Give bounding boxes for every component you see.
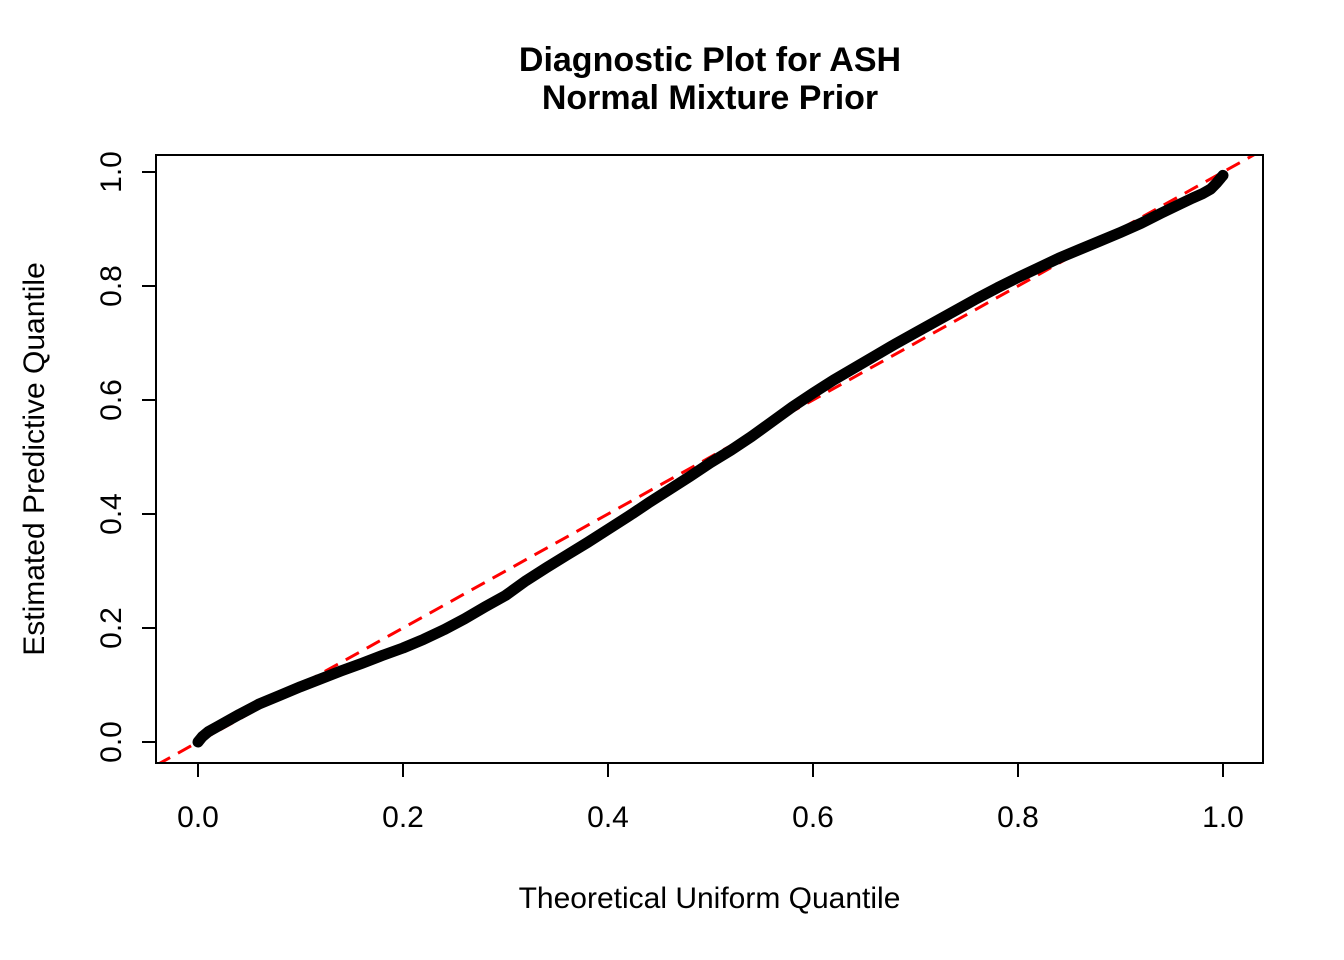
x-axis-tick-label: 0.0: [177, 801, 219, 834]
y-axis-tick-label: 1.0: [95, 151, 128, 193]
x-axis-tick-label: 0.2: [382, 801, 424, 834]
plot-title-line-1: Diagnostic Plot for ASH: [518, 41, 902, 79]
plot-box: [155, 154, 1264, 764]
x-axis-tick-label: 0.6: [792, 801, 834, 834]
y-axis-title: Estimated Predictive Quantile: [18, 262, 51, 656]
x-axis-tick-label: 1.0: [1202, 801, 1244, 834]
y-axis-tick-label: 0.6: [95, 379, 128, 421]
plot-title-line-2: Normal Mixture Prior: [541, 79, 879, 117]
x-axis-title: Theoretical Uniform Quantile: [518, 882, 901, 915]
x-axis-tick-label: 0.8: [997, 801, 1039, 834]
y-axis-tick-label: 0.0: [95, 721, 128, 763]
y-axis-ticks: 0.0 0.2 0.4 0.6 0.8 1.0: [95, 151, 156, 763]
y-axis-tick-label: 0.2: [95, 607, 128, 649]
y-axis-tick-label: 0.8: [95, 265, 128, 307]
x-axis-tick-label: 0.4: [587, 801, 629, 834]
y-axis-tick-label: 0.4: [95, 493, 128, 535]
plot-title: Diagnostic Plot for ASH Normal Mixture P…: [0, 41, 1344, 117]
qq-curve: [192, 169, 1229, 748]
x-axis-ticks: 0.0 0.2 0.4 0.6 0.8 1.0: [177, 763, 1244, 834]
